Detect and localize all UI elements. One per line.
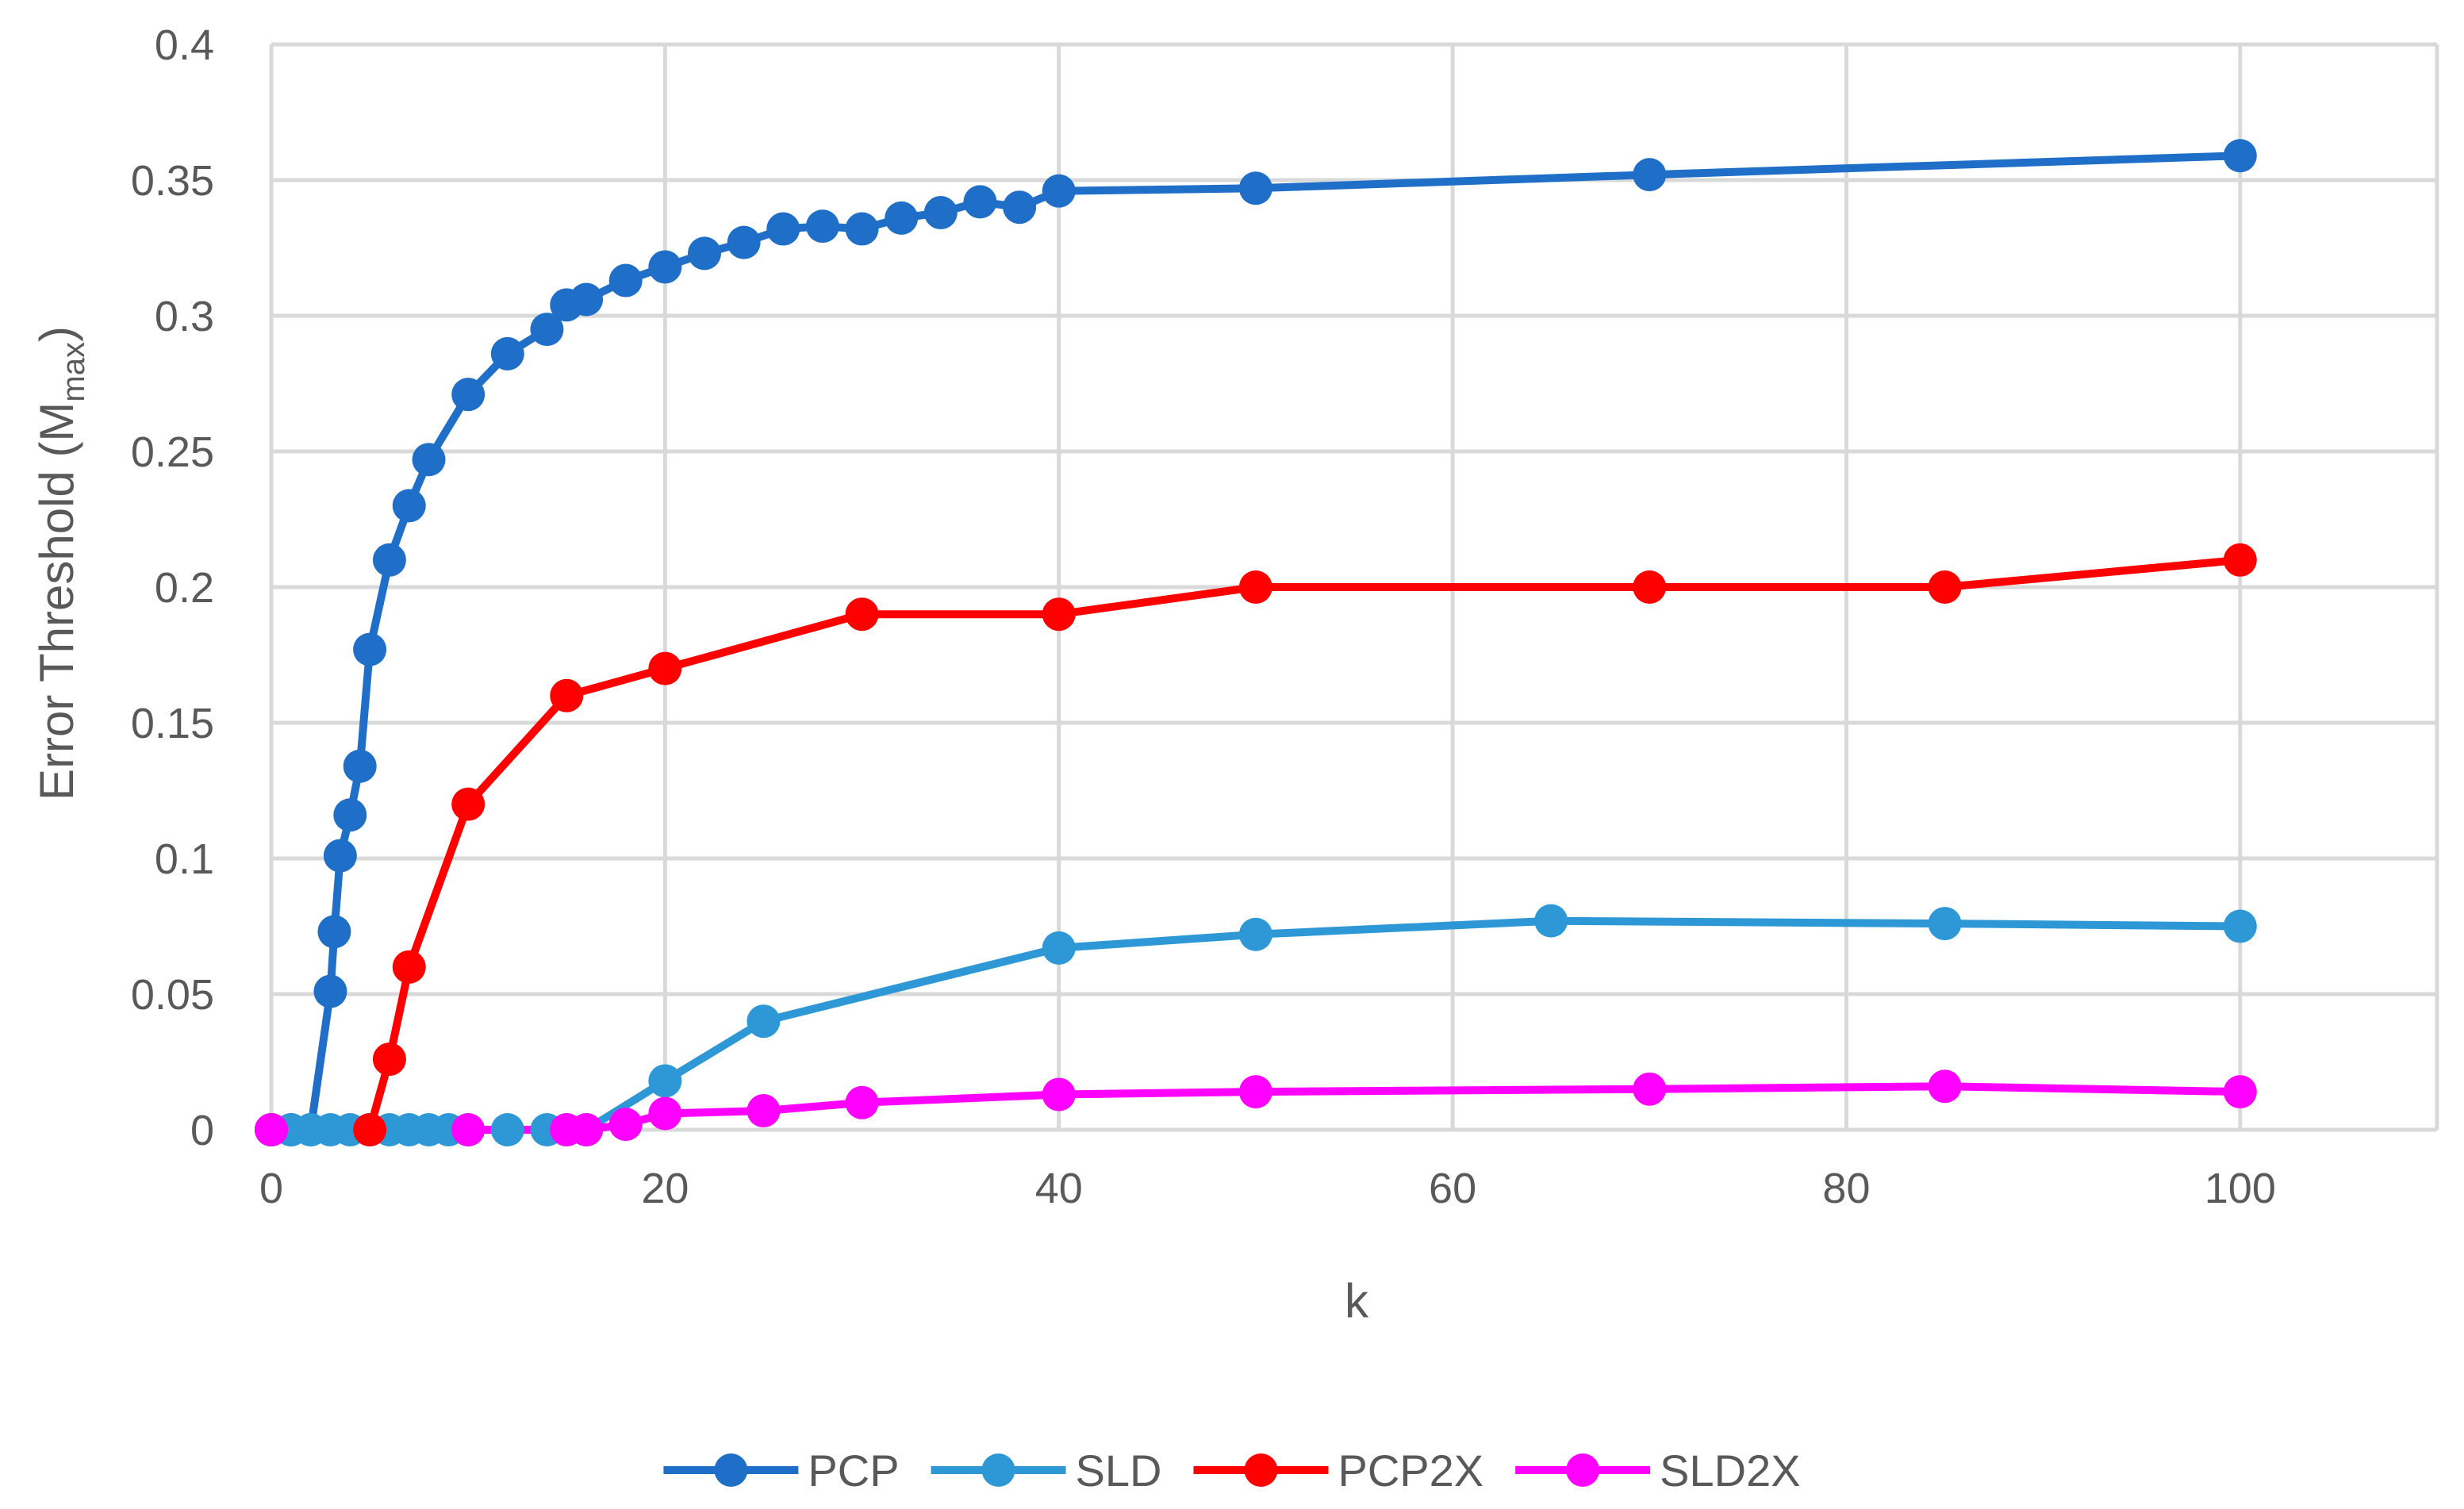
legend-item-sld2x: SLD2X: [1515, 1446, 1801, 1496]
y-tick-label: 0.05: [131, 971, 214, 1019]
data-point-sld: [490, 1113, 524, 1146]
data-point-pcp: [323, 839, 357, 873]
series-points: [255, 139, 2257, 1146]
y-axis-title: Error Threshold (Mmax): [30, 326, 91, 801]
data-point-sld: [2223, 909, 2257, 943]
data-point-sld2x: [1928, 1069, 1962, 1104]
y-tick-label: 0.4: [155, 21, 214, 69]
legend-swatch-marker-sld2x: [1566, 1453, 1600, 1487]
data-point-pcp2x: [1633, 570, 1667, 604]
data-point-pcp2x: [845, 597, 879, 632]
legend-item-pcp2x: PCP2X: [1193, 1446, 1483, 1496]
data-point-sld: [1238, 917, 1272, 951]
data-point-pcp: [845, 212, 879, 246]
data-point-pcp2x: [1928, 570, 1962, 604]
legend-item-sld: SLD: [931, 1446, 1162, 1496]
data-point-pcp: [727, 225, 761, 259]
data-point-pcp2x: [1238, 570, 1272, 604]
data-point-pcp: [885, 201, 919, 235]
data-point-sld2x: [608, 1108, 643, 1142]
data-point-pcp: [392, 489, 426, 523]
legend: PCP SLD PCP2X SLD2X: [663, 1446, 1801, 1496]
y-tick-label: 0.35: [131, 157, 214, 205]
data-point-sld: [1042, 931, 1076, 965]
y-tick-label: 0: [190, 1107, 214, 1154]
x-tick-label: 40: [1035, 1165, 1083, 1212]
data-point-pcp: [372, 543, 406, 577]
y-axis-title-close: ): [30, 326, 83, 342]
data-point-pcp: [923, 196, 958, 230]
y-tick-label: 0.1: [155, 835, 214, 883]
y-axis-tick-labels: 0 0.05 0.1 0.15 0.2 0.25 0.3 0.35 0.4: [131, 21, 214, 1154]
x-tick-label: 20: [641, 1165, 689, 1212]
data-point-sld2x: [1633, 1072, 1667, 1106]
data-point-pcp: [1238, 171, 1272, 205]
data-point-sld2x: [746, 1094, 781, 1128]
data-point-sld2x: [2223, 1075, 2257, 1109]
data-point-pcp2x: [451, 787, 486, 821]
y-axis-title-subscript: max: [56, 342, 91, 402]
data-point-sld2x: [1238, 1075, 1272, 1109]
data-point-pcp: [317, 915, 351, 949]
data-point-pcp2x: [372, 1042, 406, 1077]
data-point-pcp: [343, 749, 377, 783]
data-point-pcp: [608, 263, 643, 298]
data-point-pcp: [688, 236, 721, 271]
data-point-pcp2x: [550, 678, 584, 712]
data-point-pcp2x: [1042, 597, 1076, 632]
legend-swatch-marker-pcp: [714, 1453, 748, 1487]
data-point-sld: [1928, 907, 1962, 941]
legend-label-pcp: PCP: [808, 1446, 899, 1496]
x-tick-label: 80: [1822, 1165, 1870, 1212]
data-point-pcp2x: [353, 1113, 387, 1146]
data-point-pcp: [353, 632, 387, 666]
data-point-sld2x: [1042, 1077, 1076, 1112]
data-point-pcp: [805, 209, 839, 244]
data-point-pcp2x: [392, 950, 426, 984]
data-point-sld: [746, 1004, 781, 1039]
data-point-sld: [648, 1064, 682, 1098]
data-point-sld: [1534, 904, 1568, 938]
data-point-pcp2x: [648, 651, 682, 685]
x-axis-tick-labels: 0 20 40 60 80 100: [259, 1165, 2276, 1212]
data-point-pcp: [2223, 139, 2257, 173]
legend-swatch-marker-sld: [981, 1453, 1015, 1487]
legend-swatch-marker-pcp2x: [1244, 1453, 1278, 1487]
data-point-pcp: [451, 378, 486, 412]
data-point-pcp: [313, 974, 347, 1008]
x-tick-label: 60: [1429, 1165, 1476, 1212]
data-point-sld2x: [451, 1113, 486, 1146]
data-point-pcp: [570, 282, 604, 317]
data-point-pcp: [412, 443, 446, 477]
data-point-pcp: [648, 250, 682, 284]
data-point-pcp: [766, 212, 800, 246]
x-tick-label: 0: [259, 1165, 283, 1212]
x-tick-label: 100: [2205, 1165, 2276, 1212]
x-axis-title: k: [1345, 1274, 1369, 1327]
data-point-pcp2x: [2223, 543, 2257, 577]
data-point-pcp: [333, 798, 367, 832]
data-point-pcp: [1633, 158, 1667, 192]
data-point-pcp: [490, 336, 524, 371]
y-tick-label: 0.15: [131, 700, 214, 747]
legend-label-sld: SLD: [1076, 1446, 1162, 1496]
data-point-pcp: [530, 313, 564, 347]
data-point-pcp: [1042, 174, 1076, 208]
legend-item-pcp: PCP: [663, 1446, 900, 1496]
legend-label-pcp2x: PCP2X: [1338, 1446, 1483, 1496]
data-point-sld2x: [255, 1113, 288, 1146]
y-axis-title-main: Error Threshold (M: [30, 402, 83, 801]
y-tick-label: 0.3: [155, 293, 214, 340]
data-point-pcp: [963, 185, 997, 219]
data-point-pcp: [1003, 190, 1037, 225]
legend-label-sld2x: SLD2X: [1660, 1446, 1800, 1496]
series-line-pcp2x: [267, 555, 2244, 1134]
data-point-sld2x: [570, 1113, 604, 1146]
data-point-sld2x: [845, 1085, 879, 1119]
data-point-sld2x: [648, 1096, 682, 1131]
y-tick-label: 0.25: [131, 428, 214, 476]
y-tick-label: 0.2: [155, 564, 214, 612]
